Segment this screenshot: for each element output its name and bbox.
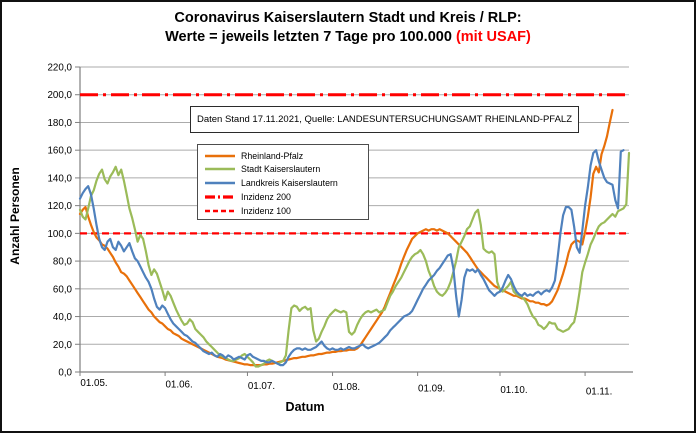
x-tick-label: 01.09. [418,384,445,395]
legend-item-rheinland-pfalz: Rheinland-Pfalz [205,149,362,162]
y-tick-label: 100,0 [47,229,72,240]
legend-swatch-icon [205,195,235,199]
y-tick-label: 40,0 [53,312,73,323]
legend-item-label: Rheinland-Pfalz [241,150,304,161]
data-source-note-text: Daten Stand 17.11.2021, Quelle: LANDESUN… [196,114,573,125]
y-tick-label: 0,0 [58,368,72,379]
legend-swatch-icon [205,209,235,212]
series-line-landkreis-kaiserslautern [78,149,625,367]
y-tick-label: 180,0 [47,118,72,129]
legend-swatch-icon [205,181,235,185]
y-tick-label: 20,0 [53,340,73,351]
legend-item-label: Stadt Kaiserslautern [241,164,321,175]
y-tick-label: 80,0 [53,257,73,268]
y-tick-label: 160,0 [47,146,72,157]
legend-item-landkreis-kaiserslautern: Landkreis Kaiserslautern [205,177,362,190]
series-line-stadt-kaiserslautern [78,151,631,368]
legend-swatch-icon [205,154,235,157]
x-tick-label: 01.07. [248,381,275,392]
legend-swatch-icon [205,168,235,171]
y-tick-label: 60,0 [53,284,73,295]
y-tick-label: 200,0 [47,90,72,101]
legend-item-stadt-kaiserslautern: Stadt Kaiserslautern [205,163,362,176]
chart-title-line1: Coronavirus Kaiserslautern Stadt und Kre… [174,10,522,26]
chart-title-line2-text: Werte = jeweils letzten 7 Tage pro 100.0… [165,29,456,45]
y-tick-label: 120,0 [47,201,72,212]
legend-item-inzidenz-100: Inzidenz 100 [205,204,362,217]
data-source-note-box: Daten Stand 17.11.2021, Quelle: LANDESUN… [190,106,579,133]
chart-title: Coronavirus Kaiserslautern Stadt und Kre… [2,9,694,47]
legend: Rheinland-Pfalz Stadt Kaiserslautern Landk… [197,144,369,220]
legend-item-label: Inzidenz 100 [241,205,291,216]
x-tick-label: 01.10. [500,385,527,396]
x-tick-label: 01.11. [586,386,613,397]
y-tick-label: 140,0 [47,173,72,184]
legend-item-label: Landkreis Kaiserslautern [241,178,338,188]
x-axis-title: Datum [285,400,325,414]
legend-item-inzidenz-200: Inzidenz 200 [205,190,362,203]
legend-item-label: Inzidenz 200 [241,191,291,202]
x-tick-label: 01.05. [80,378,107,389]
chart-title-line2: Werte = jeweils letzten 7 Tage pro 100.0… [2,28,694,47]
y-tick-label: 220,0 [47,63,72,74]
x-tick-label: 01.08. [333,382,360,393]
x-tick-label: 01.06. [165,379,192,390]
chart-title-line2-highlight: (mit USAF) [455,29,531,45]
